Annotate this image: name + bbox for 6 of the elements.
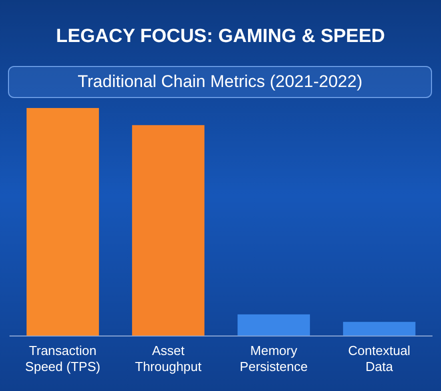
x-tick-label: Transaction Speed (TPS) <box>25 343 100 374</box>
x-tick-label: Contextual Data <box>348 343 410 374</box>
chart-subtitle: Traditional Chain Metrics (2021-2022) <box>8 66 432 98</box>
chart-title: LEGACY FOCUS: GAMING & SPEED <box>54 26 386 48</box>
x-tick-label: Memory Persistence <box>240 343 308 374</box>
x-tick-label: Asset Throughput <box>135 343 202 374</box>
